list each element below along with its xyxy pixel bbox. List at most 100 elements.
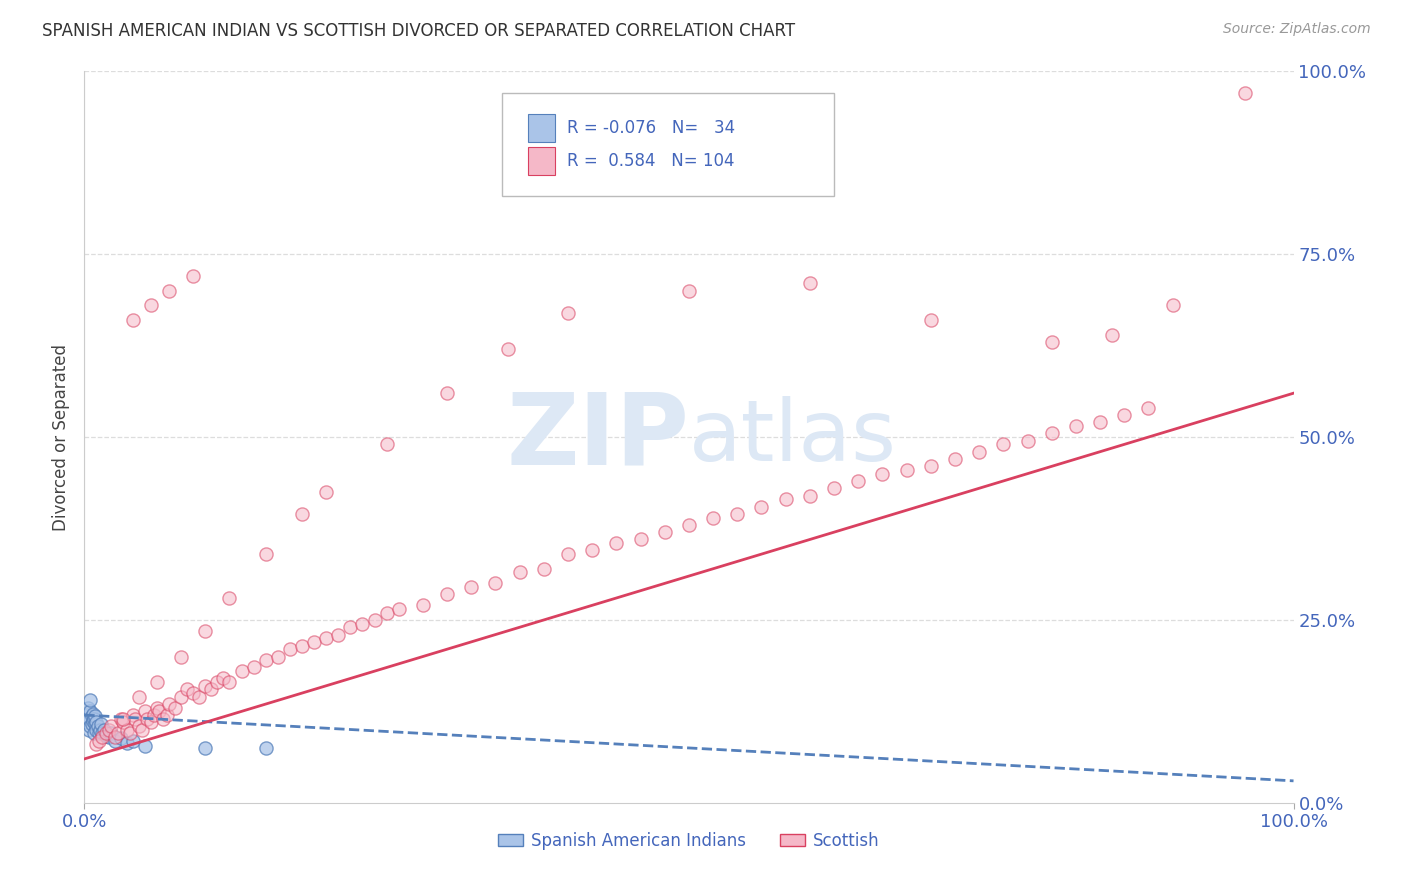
Point	[124, 712, 146, 726]
Point	[121, 708, 143, 723]
Point	[315, 632, 337, 646]
Point	[212, 672, 235, 686]
Point	[267, 649, 290, 664]
Point	[557, 306, 579, 320]
Point	[242, 660, 264, 674]
FancyBboxPatch shape	[502, 94, 834, 195]
Point	[460, 580, 482, 594]
Point	[104, 730, 127, 744]
Point	[104, 733, 127, 747]
Point	[291, 639, 314, 653]
Point	[89, 723, 111, 737]
Point	[165, 700, 187, 714]
Point	[702, 510, 724, 524]
Point	[91, 730, 114, 744]
Point	[1137, 401, 1160, 415]
Point	[200, 682, 222, 697]
Point	[363, 613, 385, 627]
Point	[97, 730, 120, 744]
Point	[77, 723, 100, 737]
Point	[231, 664, 253, 678]
Point	[87, 733, 110, 747]
Point	[1040, 426, 1063, 441]
FancyBboxPatch shape	[529, 114, 555, 142]
Point	[654, 525, 676, 540]
Point	[112, 715, 135, 730]
Point	[121, 313, 143, 327]
Point	[846, 474, 869, 488]
Point	[920, 313, 942, 327]
Point	[134, 739, 156, 753]
Point	[93, 723, 115, 737]
Point	[100, 726, 122, 740]
Point	[605, 536, 627, 550]
Point	[143, 708, 166, 723]
Point	[993, 437, 1015, 451]
Point	[218, 591, 240, 605]
Point	[1088, 416, 1111, 430]
Text: atlas: atlas	[689, 395, 897, 479]
Text: SPANISH AMERICAN INDIAN VS SCOTTISH DIVORCED OR SEPARATED CORRELATION CHART: SPANISH AMERICAN INDIAN VS SCOTTISH DIVO…	[42, 22, 796, 40]
Point	[194, 624, 217, 638]
Point	[97, 723, 120, 737]
Point	[533, 562, 555, 576]
Point	[1040, 334, 1063, 349]
Point	[79, 719, 101, 733]
Point	[509, 566, 531, 580]
Point	[115, 736, 138, 750]
Point	[84, 709, 107, 723]
Point	[496, 343, 519, 357]
Point	[86, 737, 108, 751]
Point	[557, 547, 579, 561]
Point	[375, 606, 398, 620]
Point	[110, 712, 132, 726]
Point	[1161, 298, 1184, 312]
Point	[388, 602, 411, 616]
Point	[83, 726, 105, 740]
Point	[1101, 327, 1123, 342]
FancyBboxPatch shape	[529, 147, 555, 175]
Point	[484, 576, 506, 591]
Point	[128, 719, 150, 733]
Point	[967, 444, 990, 458]
Point	[176, 682, 198, 697]
Point	[799, 489, 821, 503]
Point	[254, 547, 277, 561]
Point	[775, 492, 797, 507]
Text: Source: ZipAtlas.com: Source: ZipAtlas.com	[1223, 22, 1371, 37]
Point	[181, 686, 204, 700]
Point	[291, 507, 314, 521]
Point	[115, 723, 138, 737]
Point	[148, 705, 170, 719]
Point	[678, 284, 700, 298]
Point	[152, 712, 174, 726]
Point	[80, 709, 103, 723]
Point	[920, 459, 942, 474]
Point	[194, 679, 217, 693]
Point	[412, 599, 434, 613]
Point	[100, 719, 122, 733]
Point	[121, 733, 143, 747]
Point	[194, 740, 217, 755]
Point	[139, 715, 162, 730]
Point	[79, 705, 101, 719]
Point	[630, 533, 652, 547]
Point	[91, 726, 114, 740]
Point	[134, 705, 156, 719]
Point	[82, 706, 104, 721]
Point	[110, 731, 132, 746]
Point	[328, 627, 350, 641]
Point	[375, 437, 398, 451]
Point	[872, 467, 894, 481]
Point	[94, 726, 117, 740]
Point	[218, 675, 240, 690]
Point	[139, 298, 162, 312]
Point	[146, 700, 169, 714]
Point	[86, 715, 108, 730]
Point	[112, 712, 135, 726]
Point	[84, 716, 107, 731]
Point	[254, 653, 277, 667]
Point	[315, 485, 337, 500]
Point	[436, 386, 458, 401]
Point	[157, 284, 180, 298]
